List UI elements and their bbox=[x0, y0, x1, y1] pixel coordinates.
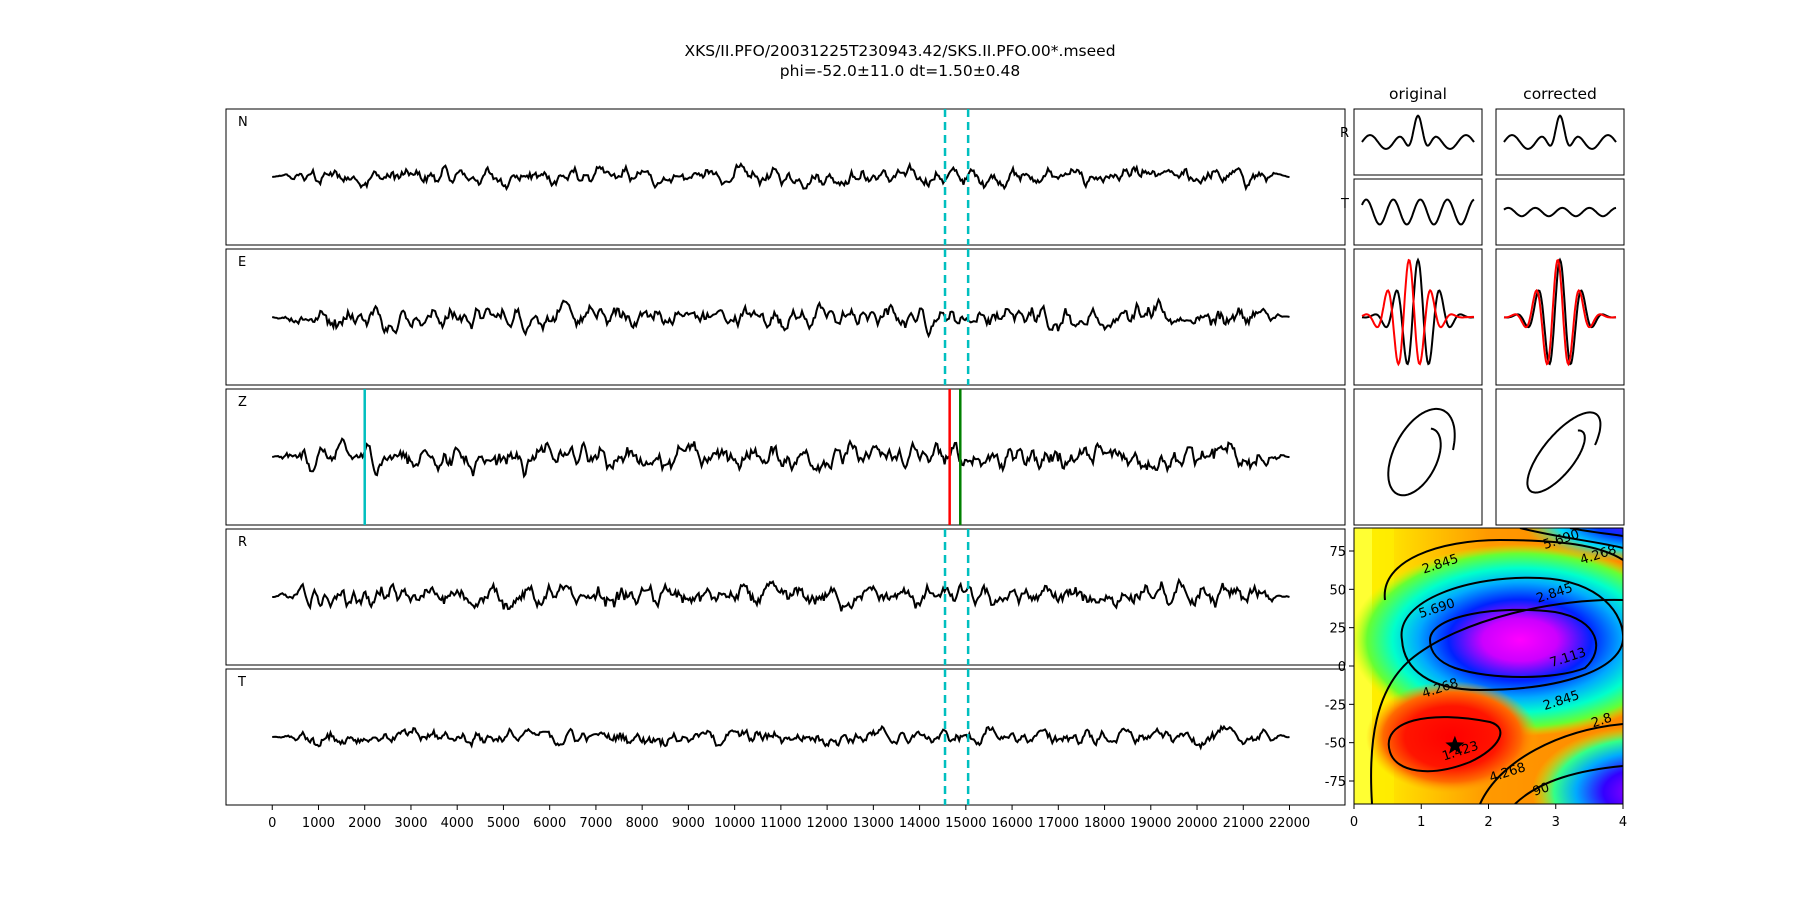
x-tick-label: 13000 bbox=[853, 816, 894, 831]
x-tick-label: 14000 bbox=[899, 816, 940, 831]
small-panel bbox=[1353, 388, 1483, 526]
x-tick-label: 15000 bbox=[945, 816, 986, 831]
map-y-tick-label: -25 bbox=[1325, 698, 1346, 713]
trace-label: Z bbox=[238, 395, 247, 410]
map-y-tick-label: 50 bbox=[1329, 583, 1346, 598]
x-tick-label: 17000 bbox=[1038, 816, 1079, 831]
small-panel bbox=[1495, 108, 1625, 176]
seismogram-trace bbox=[272, 161, 1290, 192]
map-x-tick-label: 0 bbox=[1350, 815, 1358, 830]
contour-line bbox=[1519, 528, 1623, 549]
contour-label: 2.8 bbox=[1590, 711, 1614, 732]
small-panel bbox=[1353, 178, 1483, 246]
seismogram-trace bbox=[271, 297, 1290, 339]
x-tick-label: 11000 bbox=[760, 816, 801, 831]
shifted-overlay-waveform bbox=[1361, 258, 1474, 367]
x-tick-label: 16000 bbox=[991, 816, 1032, 831]
map-y-tick-label: -75 bbox=[1325, 775, 1346, 790]
overlay-waveform bbox=[1503, 257, 1617, 366]
x-tick-label: 10000 bbox=[714, 816, 755, 831]
contour-line bbox=[1383, 538, 1623, 601]
x-tick-label: 19000 bbox=[1130, 816, 1171, 831]
trace-panel bbox=[225, 108, 1346, 246]
map-y-tick-label: -50 bbox=[1325, 737, 1346, 752]
x-tick-label: 3000 bbox=[394, 816, 427, 831]
shifted-overlay-waveform bbox=[1504, 258, 1617, 367]
figure-subtitle: phi=-52.0±11.0 dt=1.50±0.48 bbox=[779, 62, 1021, 80]
best-fit-star-icon bbox=[1445, 735, 1465, 754]
map-x-tick-label: 3 bbox=[1552, 815, 1560, 830]
map-y-tick-label: 25 bbox=[1329, 622, 1346, 637]
x-tick-label: 4000 bbox=[441, 816, 474, 831]
radial-waveform bbox=[1361, 114, 1475, 150]
trace-label: N bbox=[238, 115, 248, 130]
x-tick-label: 22000 bbox=[1269, 816, 1310, 831]
traces-layer: N E Z R T bbox=[225, 108, 1346, 806]
trace-label: T bbox=[237, 675, 246, 690]
transverse-waveform bbox=[1503, 206, 1617, 218]
map-x-tick-label: 2 bbox=[1484, 815, 1492, 830]
row-label: T bbox=[1340, 197, 1349, 212]
x-tick-label: 1000 bbox=[302, 816, 335, 831]
column-title-corrected: corrected bbox=[1523, 85, 1597, 103]
x-tick-label: 2000 bbox=[348, 816, 381, 831]
trace-label: R bbox=[238, 535, 247, 550]
small-panel bbox=[1495, 388, 1625, 526]
contour-line bbox=[1370, 598, 1623, 804]
particle-motion bbox=[1387, 407, 1456, 497]
trace-panel bbox=[225, 248, 1346, 386]
map-x-tick-label: 1 bbox=[1417, 815, 1425, 830]
radial-waveform bbox=[1503, 114, 1617, 150]
seismogram-trace bbox=[272, 724, 1290, 751]
contour-line bbox=[1569, 528, 1623, 537]
x-tick-label: 9000 bbox=[672, 816, 705, 831]
x-tick-label: 18000 bbox=[1084, 816, 1125, 831]
misfit-min-lobe bbox=[1366, 681, 1538, 793]
map-y-tick-label: 75 bbox=[1329, 545, 1346, 560]
small-panel bbox=[1495, 178, 1625, 246]
time-axis: 0 1000 2000 3000 4000 5000 6000 7000 8000 9000 100… bbox=[268, 805, 1310, 831]
trace-label: E bbox=[238, 255, 246, 270]
trace-panel bbox=[225, 528, 1346, 666]
x-tick-label: 5000 bbox=[487, 816, 520, 831]
misfit-axes: 0 1 2 3 4 -75 -50 -25 0 25 50 75 bbox=[1325, 545, 1627, 830]
contour-line bbox=[1400, 576, 1623, 692]
row-label: R bbox=[1340, 126, 1349, 141]
x-tick-label: 12000 bbox=[806, 816, 847, 831]
trace-panel bbox=[225, 388, 1346, 526]
seismogram-trace bbox=[272, 437, 1290, 479]
contour-label: 90 bbox=[1531, 780, 1551, 799]
figure-title: XKS/II.PFO/20031225T230943.42/SKS.II.PFO… bbox=[684, 42, 1116, 60]
x-tick-label: 0 bbox=[268, 816, 276, 831]
particle-motion bbox=[1526, 411, 1602, 494]
map-x-tick-label: 4 bbox=[1619, 815, 1627, 830]
x-tick-label: 7000 bbox=[579, 816, 612, 831]
column-title-original: original bbox=[1389, 85, 1447, 103]
small-panel bbox=[1353, 108, 1483, 176]
x-tick-label: 20000 bbox=[1176, 816, 1217, 831]
seismogram-trace bbox=[272, 577, 1290, 612]
transverse-waveform bbox=[1361, 198, 1475, 226]
contour-line bbox=[1479, 723, 1623, 804]
x-tick-label: 6000 bbox=[533, 816, 566, 831]
small-panels-layer: RT bbox=[1340, 108, 1625, 526]
x-tick-label: 21000 bbox=[1223, 816, 1264, 831]
x-tick-label: 8000 bbox=[626, 816, 659, 831]
misfit-corner-lobe bbox=[1532, 726, 1623, 804]
contour-line bbox=[1428, 608, 1598, 678]
contour-line bbox=[1514, 765, 1623, 804]
contour-line bbox=[1387, 716, 1502, 773]
map-y-tick-label: 0 bbox=[1338, 660, 1346, 675]
